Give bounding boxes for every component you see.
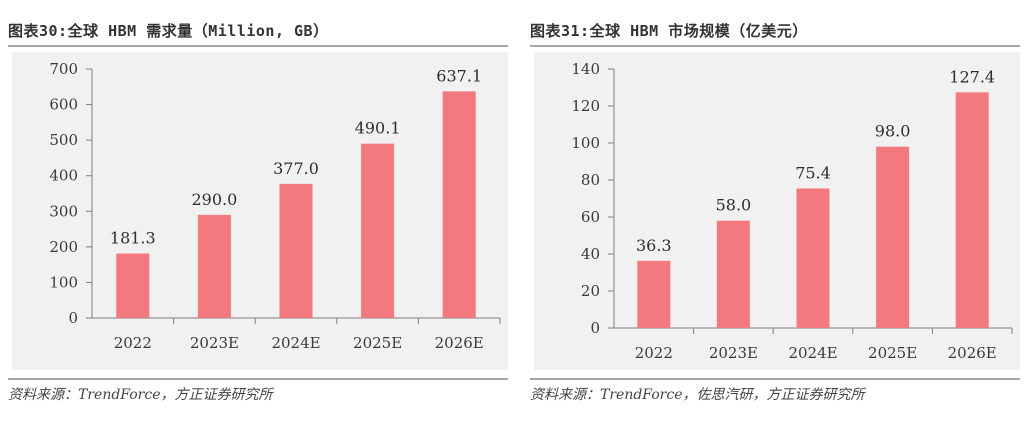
bar (279, 183, 313, 318)
plot-area: 0 100 200 300 400 500 600 700 181.3 2022 290.0 2023… (12, 52, 508, 370)
bar (716, 220, 750, 328)
x-tick-label: 2024E (788, 344, 837, 362)
chart-title: 图表30:全球 HBM 需求量（Million, GB） (8, 22, 329, 40)
bar (116, 253, 150, 318)
hbm-demand-chart: 0 100 200 300 400 500 600 700 181.3 2022 290.0 2023… (49, 60, 501, 352)
chart-panel-hbm-market-size: 图表31:全球 HBM 市场规模（亿美元） 0 20 40 60 80 100 120 140… (522, 0, 1024, 423)
y-tick-label: 80 (581, 171, 600, 189)
source-note: 资料来源：TrendForce，佐思汽研，方正证券研究所 (530, 387, 865, 403)
source-divider (8, 378, 508, 380)
x-tick-label: 2022 (114, 334, 152, 352)
source-note: 资料来源：TrendForce，方正证券研究所 (8, 387, 273, 403)
data-label: 58.0 (716, 196, 752, 215)
bar (197, 214, 231, 318)
data-label: 181.3 (110, 229, 156, 248)
x-tick-label: 2023E (190, 334, 239, 352)
data-label: 637.1 (436, 66, 482, 85)
y-tick-label: 0 (68, 309, 78, 327)
data-label: 377.0 (273, 159, 319, 178)
bar (442, 91, 476, 319)
y-tick-label: 200 (49, 238, 78, 256)
y-tick-label: 0 (590, 319, 600, 337)
y-tick-label: 120 (571, 97, 600, 115)
data-label: 290.0 (191, 190, 237, 209)
x-tick-label: 2023E (709, 344, 758, 362)
y-tick-label: 500 (49, 131, 78, 149)
data-label: 36.3 (636, 236, 672, 255)
bar (955, 92, 989, 328)
x-tick-label: 2022 (635, 344, 673, 362)
source-divider (530, 378, 1020, 380)
plot-area: 0 20 40 60 80 100 120 140 36.3 2022 58.0 2023E 75.4 2… (534, 52, 1020, 370)
title-divider (530, 45, 1020, 47)
data-label: 75.4 (795, 164, 831, 183)
data-label: 98.0 (875, 122, 911, 141)
x-tick-label: 2026E (435, 334, 484, 352)
y-tick-label: 20 (581, 282, 600, 300)
y-tick-label: 300 (49, 202, 78, 220)
data-label: 490.1 (355, 119, 401, 138)
bar (876, 146, 910, 328)
y-tick-label: 40 (581, 245, 600, 263)
hbm-market-size-chart: 0 20 40 60 80 100 120 140 36.3 2022 58.0 2023E 75.4 2… (571, 60, 1013, 362)
data-label: 127.4 (949, 67, 995, 86)
y-tick-label: 100 (571, 134, 600, 152)
bar (361, 143, 395, 318)
y-tick-label: 600 (49, 96, 78, 114)
x-tick-label: 2025E (868, 344, 917, 362)
title-divider (8, 45, 508, 47)
y-tick-label: 700 (49, 60, 78, 78)
x-tick-label: 2024E (271, 334, 320, 352)
bar (637, 260, 671, 328)
bar (796, 188, 830, 328)
y-tick-label: 400 (49, 167, 78, 185)
y-tick-label: 100 (49, 273, 78, 291)
x-tick-label: 2025E (353, 334, 402, 352)
chart-panel-hbm-demand: 图表30:全球 HBM 需求量（Million, GB） 0 100 200 300 4… (8, 22, 508, 403)
x-tick-label: 2026E (948, 344, 997, 362)
chart-title: 图表31:全球 HBM 市场规模（亿美元） (530, 22, 808, 40)
y-tick-label: 60 (581, 208, 600, 226)
y-tick-label: 140 (571, 60, 600, 78)
